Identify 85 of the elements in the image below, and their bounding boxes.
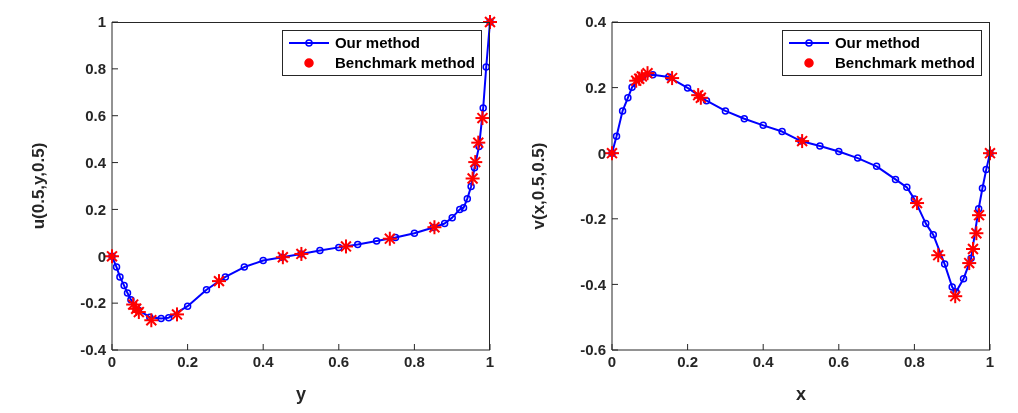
point (259, 256, 267, 265)
point (853, 154, 862, 162)
y-tick-label: 0.6 (85, 107, 106, 125)
point (221, 273, 230, 281)
x-tick-label: 0.4 (752, 352, 775, 370)
point (628, 83, 636, 92)
point (929, 231, 938, 239)
point (967, 254, 975, 262)
point (470, 163, 479, 172)
point (479, 104, 487, 112)
point (183, 302, 192, 310)
point (202, 286, 211, 294)
legend-label: Our method (334, 33, 420, 53)
y-tick-label: -0.6 (580, 341, 606, 359)
y-axis-title: u(0.5,y,0.5) (29, 142, 49, 230)
point (448, 213, 456, 222)
y-tick-label: 0.4 (585, 13, 607, 31)
point (982, 165, 990, 174)
point (112, 263, 121, 271)
x-axis-title: y (295, 384, 307, 404)
point (940, 260, 949, 268)
y-tick-label: 0.2 (85, 200, 106, 218)
point (127, 295, 135, 304)
point (335, 243, 343, 252)
point (702, 96, 711, 105)
point (903, 183, 911, 192)
legend-label: Benchmark method (334, 53, 475, 73)
point (467, 182, 475, 191)
point (959, 275, 968, 283)
point (157, 314, 165, 323)
y-tick-label: -0.4 (80, 341, 107, 359)
point (459, 204, 468, 212)
point (391, 233, 400, 242)
point (683, 84, 692, 92)
x-tick-label: 0.4 (252, 352, 275, 370)
point (740, 115, 749, 123)
point (482, 63, 490, 71)
y-tick-label: 0.8 (85, 60, 106, 78)
y-tick-label: -0.2 (80, 294, 106, 312)
point (240, 263, 249, 271)
point (316, 246, 324, 255)
point (721, 107, 730, 115)
legend-label: Benchmark method (834, 53, 975, 73)
y-axis-title: v(x,0.5,0.5) (529, 142, 549, 230)
x-tick-label: 0.8 (403, 352, 425, 370)
point (456, 205, 464, 214)
point (463, 194, 472, 203)
x-tick-label: 0.2 (677, 352, 699, 370)
point (872, 162, 881, 171)
point (612, 132, 621, 140)
legend-label: Our method (834, 33, 920, 53)
point (835, 147, 843, 156)
x-tick-label: 0.8 (903, 352, 925, 370)
y-tick-label: 0.2 (585, 78, 606, 96)
point (624, 94, 632, 102)
point (759, 121, 767, 130)
point (974, 204, 983, 213)
y-tick-label: 0.4 (85, 153, 107, 171)
point (978, 184, 987, 193)
point (948, 283, 956, 291)
point (116, 273, 124, 281)
point (649, 71, 657, 79)
x-tick-label: 1 (485, 352, 495, 370)
y-tick-label: 0 (97, 247, 106, 265)
point (372, 237, 381, 245)
y-tick-label: 1 (97, 13, 106, 31)
y-tick-label: -0.4 (580, 275, 607, 293)
point (891, 175, 900, 184)
point (164, 313, 173, 322)
x-tick-label: 0.6 (328, 352, 350, 370)
x-tick-label: 0.2 (177, 352, 199, 370)
point (921, 219, 930, 228)
x-tick-label: 0.6 (828, 352, 850, 370)
point (410, 229, 419, 238)
point (120, 281, 128, 290)
x-tick-label: 1 (985, 352, 995, 370)
point (618, 107, 627, 115)
y-tick-label: -0.2 (580, 210, 606, 228)
point (778, 127, 786, 136)
x-axis-title: x (795, 384, 807, 404)
point (123, 289, 132, 297)
y-tick-label: 0 (597, 144, 606, 162)
point (440, 219, 449, 228)
point (353, 240, 362, 249)
point (816, 142, 824, 150)
